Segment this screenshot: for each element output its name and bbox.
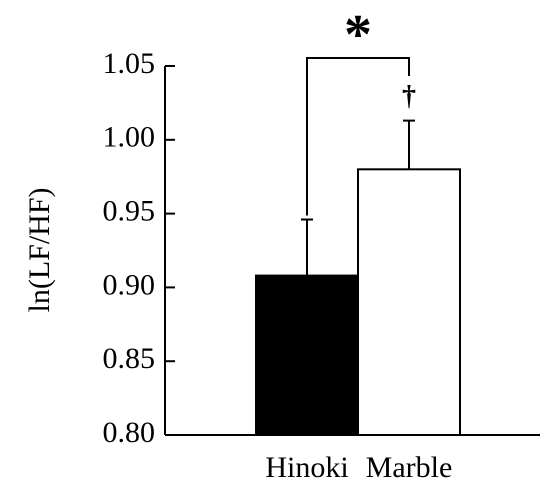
x-tick-label: Hinoki <box>265 451 348 484</box>
y-tick-label: 0.90 <box>103 268 156 301</box>
significance-bracket <box>306 57 410 216</box>
y-tick-label: 1.05 <box>103 47 156 80</box>
significance-star: * <box>344 4 372 66</box>
y-tick-label: 0.80 <box>103 416 156 449</box>
bar <box>255 274 359 437</box>
bar <box>357 168 461 436</box>
y-tick-label: 1.00 <box>103 121 156 154</box>
y-tick-label: 0.95 <box>103 194 156 227</box>
x-tick-label: Marble <box>366 451 453 484</box>
y-tick-label: 0.85 <box>103 342 156 375</box>
y-axis-label: ln(LF/HF) <box>23 187 56 312</box>
dagger: † <box>402 81 416 112</box>
